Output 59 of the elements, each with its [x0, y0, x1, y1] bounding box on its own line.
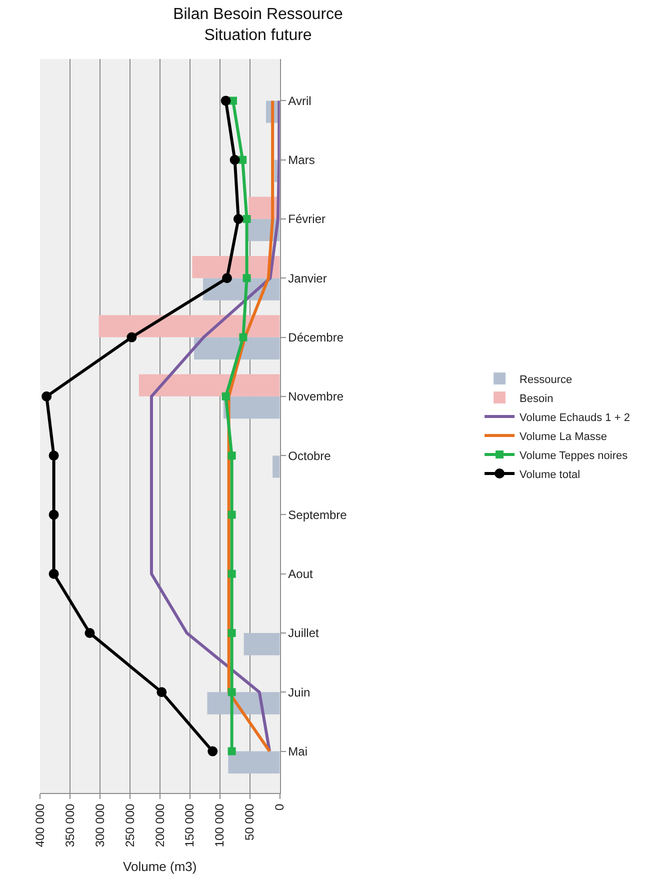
point — [220, 96, 231, 106]
bar — [138, 374, 280, 396]
legend-label: Besoin — [520, 392, 554, 405]
x-tick-label: 200 000 — [152, 803, 167, 848]
point — [242, 274, 251, 282]
point — [233, 214, 244, 224]
x-tick-label: 350 000 — [62, 803, 77, 848]
y-tick-label: Mars — [288, 153, 315, 168]
y-tick-label: Décembre — [288, 330, 344, 344]
y-tick-label: Février — [288, 212, 326, 226]
point — [228, 688, 236, 696]
y-tick-label: Avril — [288, 94, 312, 108]
point — [156, 687, 167, 698]
point — [229, 96, 238, 105]
point — [242, 214, 251, 223]
y-tick-label: Mai — [288, 744, 308, 758]
point — [230, 154, 240, 165]
point — [42, 391, 52, 402]
x-tick-label: 0 — [272, 803, 287, 810]
x-axis-title: Volume (m3) — [123, 858, 197, 874]
point — [228, 452, 236, 460]
point — [48, 450, 59, 461]
bar — [98, 315, 280, 338]
x-tick-label: 100 000 — [212, 803, 227, 848]
y-tick-label: Octobre — [288, 448, 332, 463]
y-tick-label: Juin — [288, 685, 310, 700]
x-tick-label: 250 000 — [122, 803, 137, 848]
y-tick-label: Juillet — [288, 626, 320, 640]
legend-label: Volume total — [520, 468, 580, 481]
point — [239, 333, 248, 342]
x-tick-label: 300 000 — [92, 803, 107, 848]
point — [48, 568, 59, 579]
legend-label: Volume Echauds 1 + 2 — [520, 412, 630, 424]
point — [228, 510, 236, 519]
x-tick-label: 50 000 — [242, 803, 257, 841]
bar — [194, 337, 280, 360]
point — [126, 332, 137, 342]
point — [222, 392, 230, 400]
x-tick-label: 150 000 — [182, 803, 197, 848]
legend-label: Volume La Masse — [520, 430, 607, 443]
y-tick-label: Novembre — [288, 390, 344, 404]
point — [238, 156, 247, 164]
point — [84, 628, 95, 638]
legend-label: Volume Teppes noires — [520, 450, 628, 462]
point — [222, 273, 232, 284]
point — [228, 747, 236, 756]
point — [228, 629, 236, 638]
y-tick-label: Septembre — [288, 508, 348, 522]
bar — [228, 751, 280, 774]
x-tick-label: 400 000 — [32, 803, 47, 848]
chart-title: Bilan Besoin Ressource Situation future — [173, 6, 344, 44]
point — [208, 746, 218, 756]
point — [228, 570, 236, 578]
bar — [244, 633, 280, 656]
y-tick-label: Aout — [288, 567, 314, 582]
y-tick-label: Janvier — [288, 271, 327, 286]
bar — [272, 456, 280, 478]
legend-label: Ressource — [520, 374, 572, 386]
point — [48, 510, 59, 520]
